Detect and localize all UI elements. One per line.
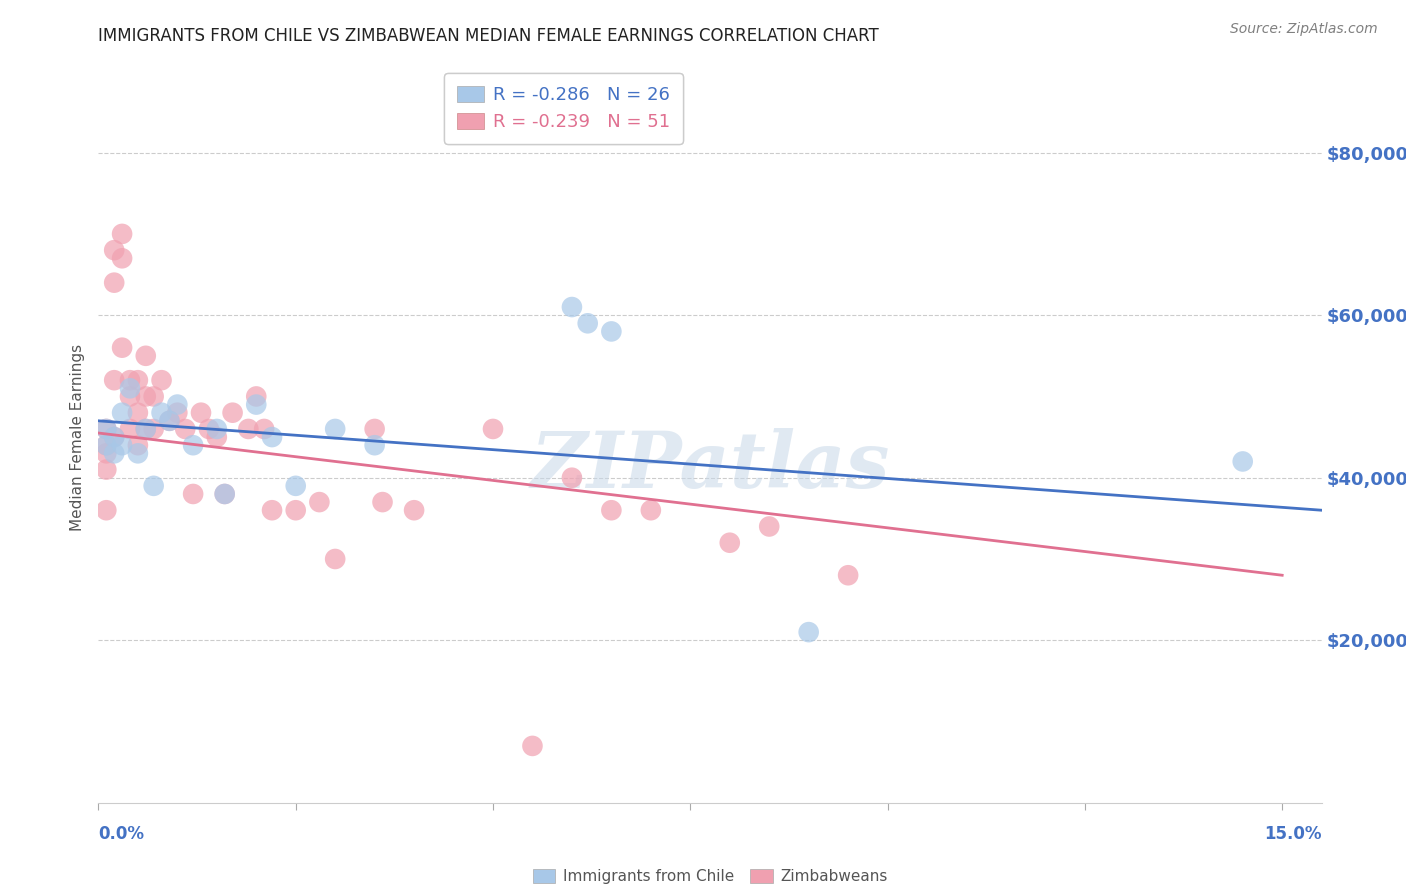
Point bbox=[198, 422, 221, 436]
Y-axis label: Median Female Earnings: Median Female Earnings bbox=[70, 343, 86, 531]
Point bbox=[561, 471, 583, 485]
Point bbox=[718, 535, 741, 549]
Point bbox=[96, 438, 118, 452]
Point bbox=[260, 503, 283, 517]
Point bbox=[96, 438, 118, 452]
Point bbox=[103, 373, 125, 387]
Point bbox=[174, 422, 197, 436]
Text: ZIPatlas: ZIPatlas bbox=[530, 428, 890, 505]
Point bbox=[308, 495, 330, 509]
Point bbox=[96, 422, 118, 436]
Point bbox=[181, 438, 204, 452]
Point bbox=[363, 438, 385, 452]
Point bbox=[797, 625, 820, 640]
Point bbox=[118, 381, 141, 395]
Point bbox=[190, 406, 212, 420]
Point bbox=[205, 422, 228, 436]
Point bbox=[253, 422, 276, 436]
Point bbox=[1232, 454, 1254, 468]
Point bbox=[103, 446, 125, 460]
Point bbox=[323, 552, 346, 566]
Point bbox=[600, 325, 623, 339]
Point bbox=[135, 349, 157, 363]
Point bbox=[96, 422, 118, 436]
Point bbox=[127, 406, 149, 420]
Point bbox=[371, 495, 394, 509]
Point bbox=[96, 462, 118, 476]
Text: IMMIGRANTS FROM CHILE VS ZIMBABWEAN MEDIAN FEMALE EARNINGS CORRELATION CHART: IMMIGRANTS FROM CHILE VS ZIMBABWEAN MEDI… bbox=[98, 27, 879, 45]
Point bbox=[96, 446, 118, 460]
Point bbox=[103, 430, 125, 444]
Point bbox=[166, 398, 188, 412]
Point bbox=[111, 252, 134, 266]
Point bbox=[214, 487, 236, 501]
Point bbox=[142, 389, 165, 403]
Point bbox=[96, 503, 118, 517]
Point bbox=[118, 422, 141, 436]
Point bbox=[150, 406, 173, 420]
Point bbox=[284, 503, 307, 517]
Point bbox=[363, 422, 385, 436]
Point bbox=[159, 414, 181, 428]
Point bbox=[159, 414, 181, 428]
Point bbox=[522, 739, 544, 753]
Point bbox=[323, 422, 346, 436]
Text: Source: ZipAtlas.com: Source: ZipAtlas.com bbox=[1230, 21, 1378, 36]
Point bbox=[214, 487, 236, 501]
Point bbox=[150, 373, 173, 387]
Point bbox=[640, 503, 662, 517]
Point bbox=[103, 276, 125, 290]
Point bbox=[118, 389, 141, 403]
Point bbox=[238, 422, 260, 436]
Point bbox=[166, 406, 188, 420]
Text: 0.0%: 0.0% bbox=[98, 825, 145, 843]
Point bbox=[127, 438, 149, 452]
Point bbox=[135, 422, 157, 436]
Point bbox=[111, 227, 134, 241]
Point bbox=[758, 519, 780, 533]
Point bbox=[111, 406, 134, 420]
Point bbox=[576, 316, 599, 330]
Point bbox=[111, 341, 134, 355]
Point bbox=[837, 568, 859, 582]
Point bbox=[142, 479, 165, 493]
Point bbox=[205, 430, 228, 444]
Point bbox=[245, 398, 267, 412]
Point bbox=[118, 373, 141, 387]
Point bbox=[103, 430, 125, 444]
Legend: R = -0.286   N = 26, R = -0.239   N = 51: R = -0.286 N = 26, R = -0.239 N = 51 bbox=[444, 73, 682, 144]
Point bbox=[127, 373, 149, 387]
Point bbox=[135, 389, 157, 403]
Point bbox=[111, 438, 134, 452]
Point bbox=[142, 422, 165, 436]
Point bbox=[404, 503, 426, 517]
Point bbox=[600, 503, 623, 517]
Point bbox=[135, 422, 157, 436]
Point bbox=[245, 389, 267, 403]
Point bbox=[127, 446, 149, 460]
Point bbox=[221, 406, 243, 420]
Text: 15.0%: 15.0% bbox=[1264, 825, 1322, 843]
Point bbox=[561, 300, 583, 314]
Point bbox=[260, 430, 283, 444]
Point bbox=[482, 422, 505, 436]
Point bbox=[181, 487, 204, 501]
Point bbox=[284, 479, 307, 493]
Point bbox=[103, 243, 125, 257]
